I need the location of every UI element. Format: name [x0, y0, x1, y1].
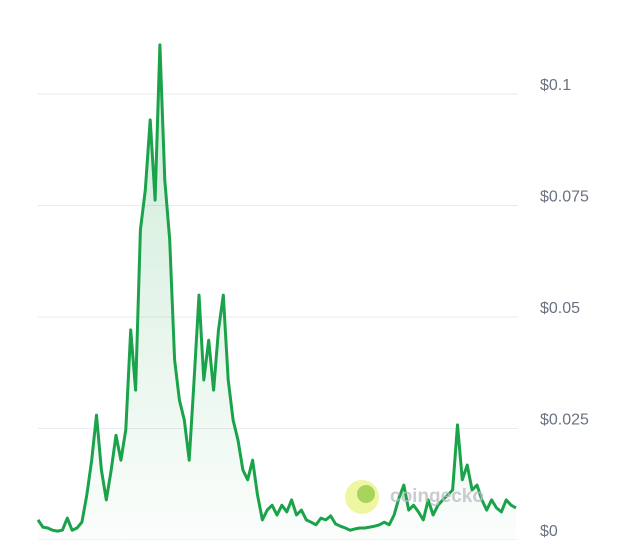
watermark-text: coingecko: [390, 486, 484, 507]
y-tick-label: $0.075: [540, 189, 589, 206]
watermark-logo-inner: [357, 485, 375, 503]
y-tick-label: $0: [540, 523, 558, 540]
y-tick-label: $0.05: [540, 300, 580, 317]
area-fill: [38, 44, 516, 540]
price-line: [36, 43, 517, 533]
watermark: coingecko: [345, 480, 484, 514]
y-tick-label: $0.025: [540, 412, 589, 429]
y-tick-label: $0.1: [540, 77, 571, 94]
